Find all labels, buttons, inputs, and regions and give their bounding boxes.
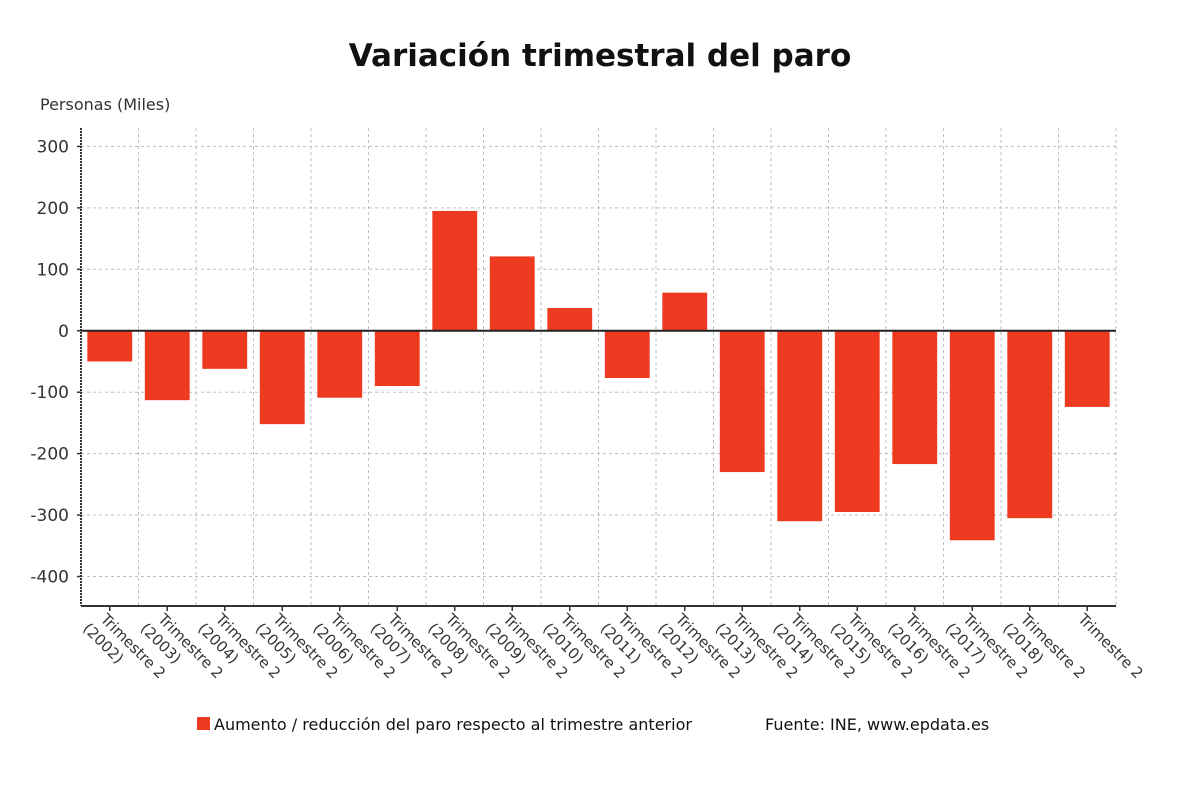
bars: [87, 210, 1110, 541]
legend-swatch: [197, 717, 210, 730]
bar: [892, 330, 938, 465]
bar: [202, 330, 248, 369]
bar: [87, 330, 133, 362]
bar: [777, 330, 823, 522]
y-tick-label: 300: [37, 137, 69, 157]
chart-title: Variación trimestral del paro: [349, 38, 852, 74]
axes: [77, 128, 1116, 611]
legend-label: Aumento / reducción del paro respecto al…: [214, 715, 692, 734]
y-axis-label: Personas (Miles): [40, 95, 170, 114]
bar: [1064, 330, 1110, 407]
bar: [432, 210, 478, 331]
bar: [604, 330, 650, 379]
y-tick-label: -200: [30, 445, 69, 465]
bar: [259, 330, 305, 425]
bar: [949, 330, 995, 541]
source-label: Fuente: INE, www.epdata.es: [765, 715, 989, 734]
bar: [719, 330, 765, 473]
y-tick-label: 200: [37, 199, 69, 219]
bar: [144, 330, 190, 401]
bar: [834, 330, 880, 512]
bar: [489, 256, 535, 331]
bar: [374, 330, 420, 387]
bar: [317, 330, 363, 398]
bar: [662, 292, 708, 331]
y-tick-label: -400: [30, 568, 69, 588]
y-tick-label: 100: [37, 260, 69, 280]
x-tick-labels: Trimestre 2(2002) Trimestre 2(2003) Trimes…: [79, 609, 1146, 682]
y-tick-label: -100: [30, 383, 69, 403]
legend: Aumento / reducción del paro respecto al…: [197, 715, 989, 734]
y-tick-label: -300: [30, 506, 69, 526]
y-tick-labels: 300 200 100 0 -100 -200 -300 -400: [30, 137, 69, 587]
y-tick-label: 0: [58, 322, 69, 342]
bar: [1007, 330, 1053, 519]
bar: [547, 308, 593, 331]
